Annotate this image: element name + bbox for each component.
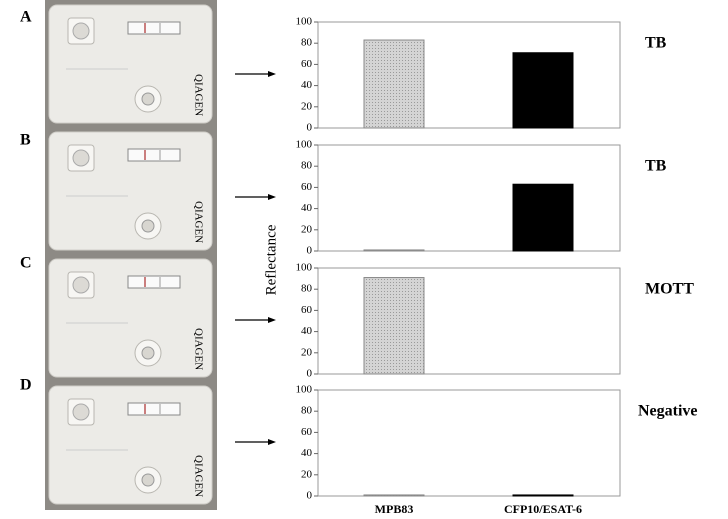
- y-tick-label: 40: [301, 325, 313, 337]
- y-tick-label: 0: [307, 490, 313, 502]
- y-tick-label: 0: [307, 245, 313, 257]
- result-label: TB: [645, 35, 667, 52]
- y-tick-label: 80: [301, 405, 313, 417]
- y-tick-label: 100: [296, 262, 313, 274]
- y-tick-label: 80: [301, 283, 313, 295]
- bar: [364, 278, 424, 374]
- bar: [364, 40, 424, 128]
- result-label: Negative: [638, 403, 698, 420]
- arrow-head: [268, 439, 276, 445]
- y-tick-label: 40: [301, 447, 313, 459]
- panel-letter: B: [20, 132, 31, 149]
- plot-frame: [318, 268, 620, 374]
- y-tick-label: 60: [301, 304, 313, 316]
- y-tick-label: 20: [301, 223, 313, 235]
- arrow-head: [268, 317, 276, 323]
- plot-frame: [318, 22, 620, 128]
- arrow-head: [268, 71, 276, 77]
- bar: [513, 53, 573, 128]
- y-tick-label: 60: [301, 58, 313, 70]
- y-tick-label: 20: [301, 346, 313, 358]
- y-tick-label: 100: [296, 384, 313, 396]
- figure: QIAGEN Reflectance 020406080100ATB020406…: [0, 0, 728, 519]
- y-tick-label: 20: [301, 100, 313, 112]
- y-tick-label: 100: [296, 16, 313, 28]
- result-label: MOTT: [645, 281, 694, 298]
- result-label: TB: [645, 158, 667, 175]
- y-tick-label: 0: [307, 122, 313, 134]
- y-tick-label: 0: [307, 368, 313, 380]
- y-tick-label: 60: [301, 181, 313, 193]
- test-cassette: [49, 386, 212, 504]
- x-tick-label: MPB83: [375, 502, 414, 516]
- bar: [513, 184, 573, 251]
- y-tick-label: 100: [296, 139, 313, 151]
- plot-frame: [318, 145, 620, 251]
- test-cassette: [49, 132, 212, 250]
- panel-letter: D: [20, 377, 32, 394]
- y-tick-label: 60: [301, 426, 313, 438]
- test-cassette: [49, 259, 212, 377]
- y-axis-label: Reflectance: [263, 224, 279, 295]
- panel-letter: A: [20, 9, 32, 26]
- y-tick-label: 40: [301, 79, 313, 91]
- y-tick-label: 80: [301, 160, 313, 172]
- y-tick-label: 40: [301, 202, 313, 214]
- y-tick-label: 20: [301, 468, 313, 480]
- plot-frame: [318, 390, 620, 496]
- x-tick-label: CFP10/ESAT-6: [504, 502, 582, 516]
- y-tick-label: 80: [301, 37, 313, 49]
- panel-letter: C: [20, 255, 32, 272]
- arrow-head: [268, 194, 276, 200]
- test-cassette: [49, 5, 212, 123]
- bar: [364, 495, 424, 496]
- bar: [364, 250, 424, 251]
- bar: [513, 495, 573, 496]
